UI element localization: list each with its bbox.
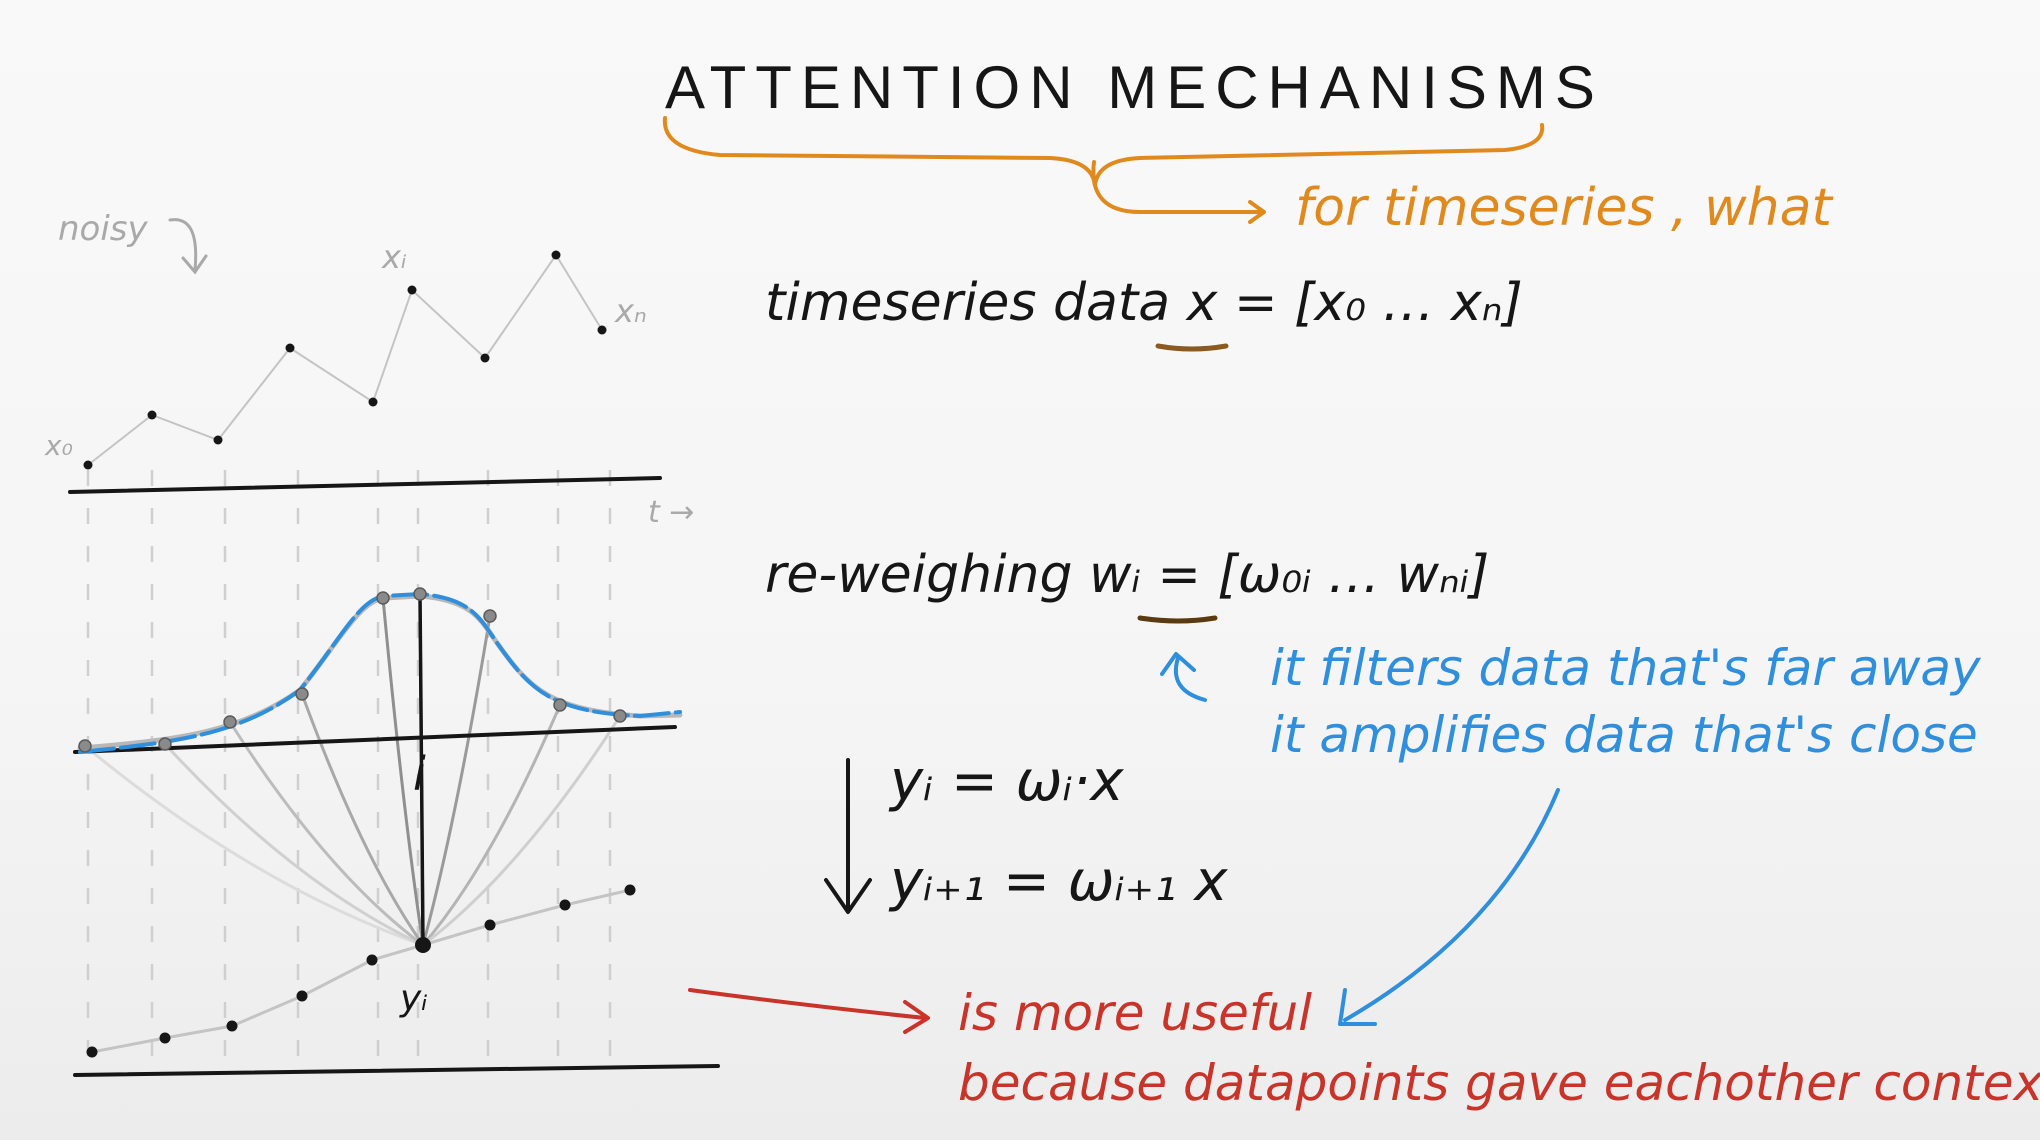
noisy-data-point: [407, 285, 417, 295]
output-data-point: [226, 1020, 238, 1032]
reweighing-definition: re-weighing wᵢ = [ω₀ᵢ … wₙᵢ]: [765, 545, 1489, 605]
equation-down-arrow: [824, 758, 872, 914]
noisy-data-point: [480, 353, 490, 363]
weight-point: [223, 715, 237, 729]
timeseries-definition: timeseries data x = [x₀ … xₙ]: [765, 273, 1523, 333]
weight-connections: [84, 593, 622, 947]
blue-note-filters: it filters data that's far away: [1270, 639, 1982, 697]
red-note-because: because datapoints gave eachother contex…: [958, 1054, 2040, 1112]
output-data-point: [559, 899, 571, 911]
orange-arrow: [1091, 160, 1266, 224]
noisy-pointer: [168, 218, 208, 275]
i-label: i: [413, 747, 426, 801]
w-underline: [1137, 615, 1218, 624]
weight-connection: [300, 693, 425, 946]
weight-connection: [163, 742, 424, 947]
bottom-axis: [73, 1064, 720, 1077]
noisy-label: noisy: [58, 209, 149, 249]
red-arrow: [688, 988, 930, 1034]
xi-label: xᵢ: [381, 238, 407, 276]
gaussian-gray-curve: [77, 593, 683, 751]
title-brace: [662, 116, 1545, 186]
blue-down-arrow: [1338, 788, 1560, 1026]
noisy-data-point: [147, 410, 157, 420]
weight-point: [613, 709, 627, 723]
x-underline: [1155, 343, 1229, 352]
output-data-point: [296, 990, 308, 1002]
yi-output-point: [415, 937, 431, 953]
weight-point: [553, 698, 567, 712]
weight-point: [78, 739, 92, 753]
red-note-useful: is more useful: [958, 984, 1312, 1042]
weight-connection: [422, 715, 622, 947]
noisy-data-point: [285, 343, 295, 353]
output-data-point: [86, 1046, 98, 1058]
weight-point: [376, 591, 390, 605]
gaussian-blue-curve: [78, 591, 682, 754]
weight-connection: [421, 704, 562, 946]
center-connection: [418, 593, 425, 946]
output-data-point: [366, 954, 378, 966]
output-data-point: [159, 1032, 171, 1044]
weight-connection: [84, 744, 424, 947]
weight-connection: [381, 597, 425, 946]
noisy-data-point: [83, 460, 93, 470]
noisy-data-point: [213, 435, 223, 445]
noisy-series-line: [87, 253, 603, 466]
orange-note: for timeseries , what: [1295, 178, 1833, 238]
blue-note-amplifies: it amplifies data that's close: [1270, 706, 1978, 764]
output-data-point: [484, 919, 496, 931]
noisy-data-point: [597, 325, 607, 335]
yi-label: yᵢ: [399, 978, 428, 1019]
output-series-line: [91, 888, 631, 1054]
weight-connection: [421, 615, 492, 946]
xn-label: xₙ: [614, 292, 647, 330]
top-axis: [68, 476, 662, 494]
output-data-point: [624, 884, 636, 896]
x0-label: x₀: [44, 429, 73, 462]
weight-point: [413, 587, 427, 601]
noisy-data-point: [368, 397, 378, 407]
weight-point: [295, 687, 309, 701]
blue-up-arrow: [1160, 652, 1207, 702]
weight-point: [483, 609, 497, 623]
title: ATTENTION MECHANISMS: [665, 54, 1604, 121]
weight-point: [158, 737, 172, 751]
weight-axis: [73, 725, 677, 754]
time-axis-label: t →: [648, 495, 694, 530]
equation-yi-plus-1: yᵢ₊₁ = ωᵢ₊₁ x: [888, 849, 1228, 914]
weight-connection: [228, 721, 424, 947]
noisy-data-point: [551, 250, 561, 260]
equation-yi: yᵢ = ωᵢ·x: [888, 749, 1124, 814]
